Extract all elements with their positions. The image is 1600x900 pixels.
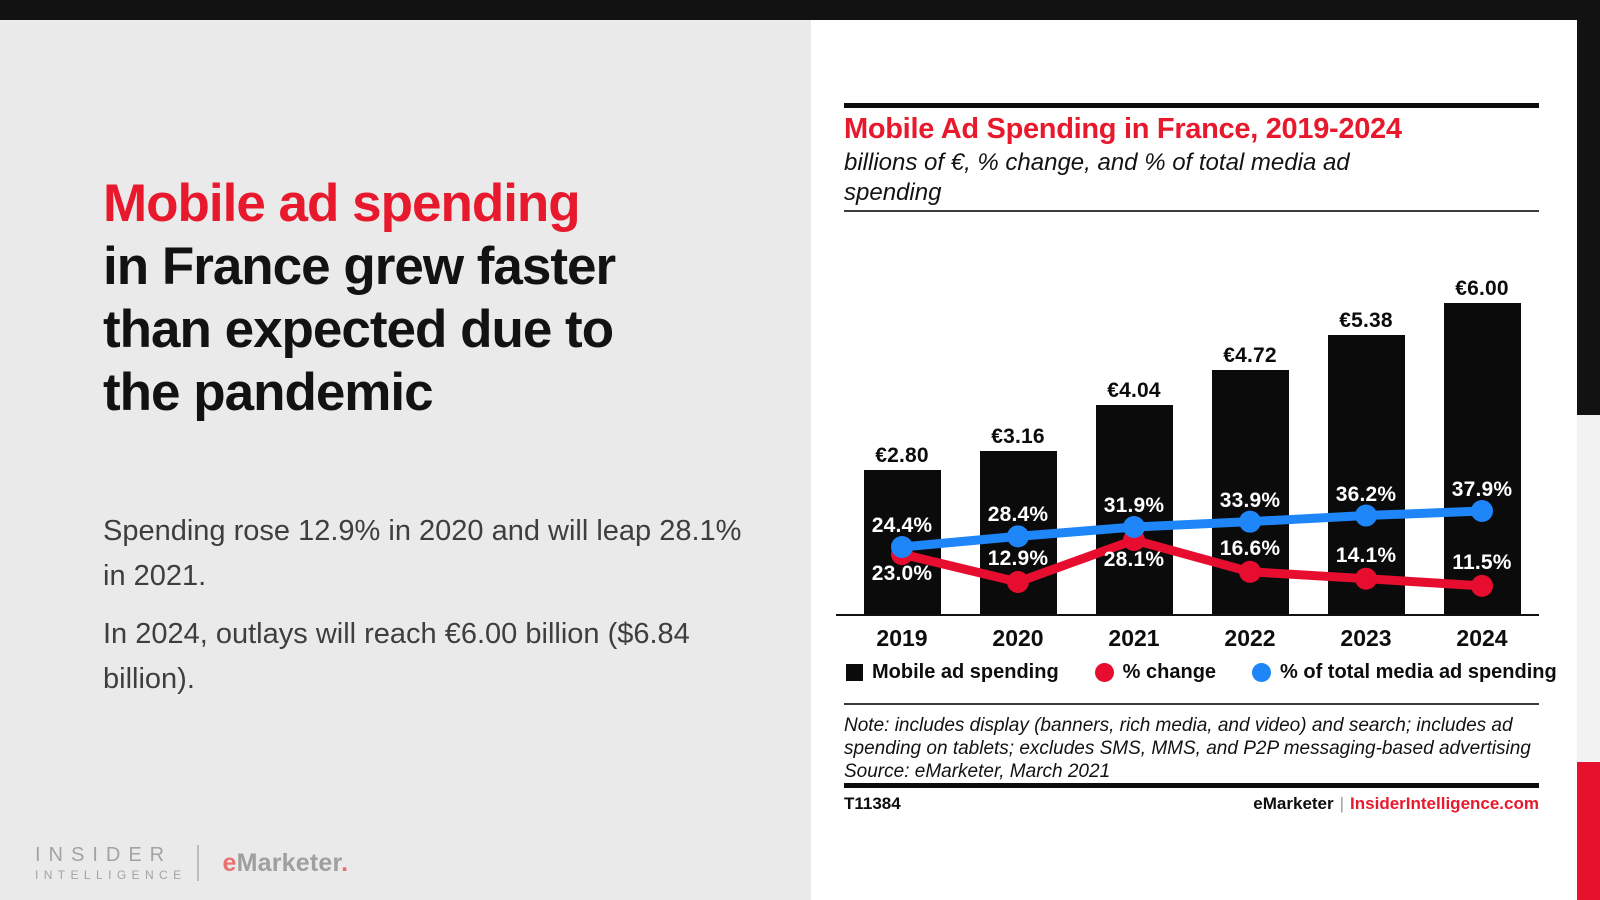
insider-logo-top: INSIDER — [35, 844, 173, 866]
edge-strip-red — [1577, 762, 1600, 900]
source-text: Source: eMarketer, March 2021 — [844, 761, 1111, 782]
chart-card: Mobile Ad Spending in France, 2019-2024 … — [836, 20, 1557, 900]
x-axis-line — [836, 614, 1539, 616]
chart-title: Mobile Ad Spending in France, 2019-2024 — [844, 113, 1402, 145]
line-series-svg — [891, 499, 1493, 597]
legend-item: % of total media ad spending — [1252, 661, 1557, 684]
legend-label: % of total media ad spending — [1280, 661, 1557, 683]
top-black-bar — [0, 0, 1600, 20]
chart-plot-area: €2.80 €3.16 €4.04 €4.72 €5.38 €6.00 23.0% 12.9%… — [836, 229, 1539, 659]
chart-panel: Mobile Ad Spending in France, 2019-2024 … — [811, 20, 1577, 900]
note-text: Note: includes display (banners, rich me… — [844, 715, 1531, 759]
chart-subtitle: billions of €, % change, and % of total … — [844, 149, 1350, 206]
emarketer-logo: eMarketer. — [223, 849, 349, 878]
legend-square-marker — [846, 664, 863, 681]
subtitle-rule — [844, 210, 1539, 212]
legend-circle-marker — [1094, 663, 1114, 682]
headline-line: in France grew faster — [103, 237, 616, 296]
summary-paragraph-1: Spending rose 12.9% in 2020 and will lea… — [103, 515, 742, 592]
legend-rule — [844, 703, 1539, 705]
bar-value-label: €3.16 — [991, 425, 1045, 449]
left-panel: Mobile ad spending in France grew faster t… — [0, 20, 811, 900]
headline-line: than expected due to — [103, 300, 614, 359]
emarketer-logo-dot: . — [341, 848, 349, 877]
slide-headline: Mobile ad spending in France grew faster t… — [103, 172, 616, 424]
pct-label: 28.4% — [987, 503, 1049, 527]
chart-footer: T11384 eMarketer | InsiderIntelligence.com — [844, 794, 1539, 814]
bar-2024 — [1443, 302, 1521, 616]
pct-label: 14.1% — [1335, 543, 1397, 567]
footer-rule — [844, 783, 1539, 788]
bar-2021 — [1095, 405, 1173, 616]
pct-label: 24.4% — [871, 514, 933, 537]
legend-item: Mobile ad spending — [846, 661, 1059, 684]
insider-intelligence-logo: INSIDER INTELLIGENCE — [35, 844, 187, 882]
footer-brand-insiderintelligence: InsiderIntelligence.com — [1350, 794, 1539, 813]
x-axis-label-2019: 2019 — [876, 625, 928, 651]
footer-brand-separator: | — [1339, 794, 1345, 813]
bar-value-label: €6.00 — [1455, 276, 1509, 300]
bar-value-label: €4.72 — [1223, 343, 1277, 367]
x-axis-label-2022: 2022 — [1224, 625, 1276, 651]
x-axis-label-2020: 2020 — [992, 625, 1044, 651]
pct-label: 33.9% — [1219, 488, 1281, 512]
pct-label: 37.9% — [1451, 477, 1513, 501]
pct-label: 31.9% — [1103, 493, 1165, 517]
edge-accent-strip — [1577, 0, 1600, 900]
summary-paragraph-2: In 2024, outlays will reach €6.00 billio… — [103, 618, 690, 695]
x-axis-label-2021: 2021 — [1108, 625, 1160, 651]
emarketer-logo-e: e — [222, 848, 237, 877]
edge-strip-black — [1577, 0, 1600, 415]
pct-label: 28.1% — [1103, 548, 1165, 572]
x-axis-label-2023: 2023 — [1340, 625, 1392, 651]
chart-id: T11384 — [844, 794, 901, 813]
bar-value-label: €5.38 — [1339, 309, 1393, 333]
logo-divider — [196, 845, 199, 881]
footer-brand: eMarketer | InsiderIntelligence.com — [1253, 794, 1539, 814]
pct-label: 11.5% — [1452, 550, 1512, 574]
chart-note: Note: includes display (banners, rich me… — [844, 714, 1544, 783]
insider-logo-bottom: INTELLIGENCE — [35, 868, 187, 882]
pct-label: 36.2% — [1335, 482, 1397, 506]
pct-label: 12.9% — [987, 547, 1049, 570]
pct-label: 23.0% — [871, 562, 933, 586]
x-axis-label-2024: 2024 — [1456, 625, 1508, 651]
headline-line: Mobile ad spending — [103, 174, 581, 233]
bar-value-label: €2.80 — [875, 443, 929, 467]
legend-label: % change — [1122, 661, 1217, 683]
footer-brand-emarketer: eMarketer — [1253, 794, 1334, 813]
legend-circle-marker — [1252, 663, 1272, 682]
brand-logos: INSIDER INTELLIGENCE eMarketer. — [35, 844, 348, 882]
headline-line: the pandemic — [103, 363, 434, 422]
chart-legend: Mobile ad spending % change % of total med… — [846, 661, 1557, 684]
bar-value-label: €4.04 — [1107, 379, 1161, 403]
pct-label: 16.6% — [1219, 536, 1281, 560]
title-top-rule — [844, 103, 1539, 108]
legend-item: % change — [1094, 661, 1217, 684]
edge-strip-gray — [1577, 415, 1600, 762]
legend-label: Mobile ad spending — [872, 661, 1059, 683]
emarketer-logo-rest: Marketer — [236, 848, 342, 877]
